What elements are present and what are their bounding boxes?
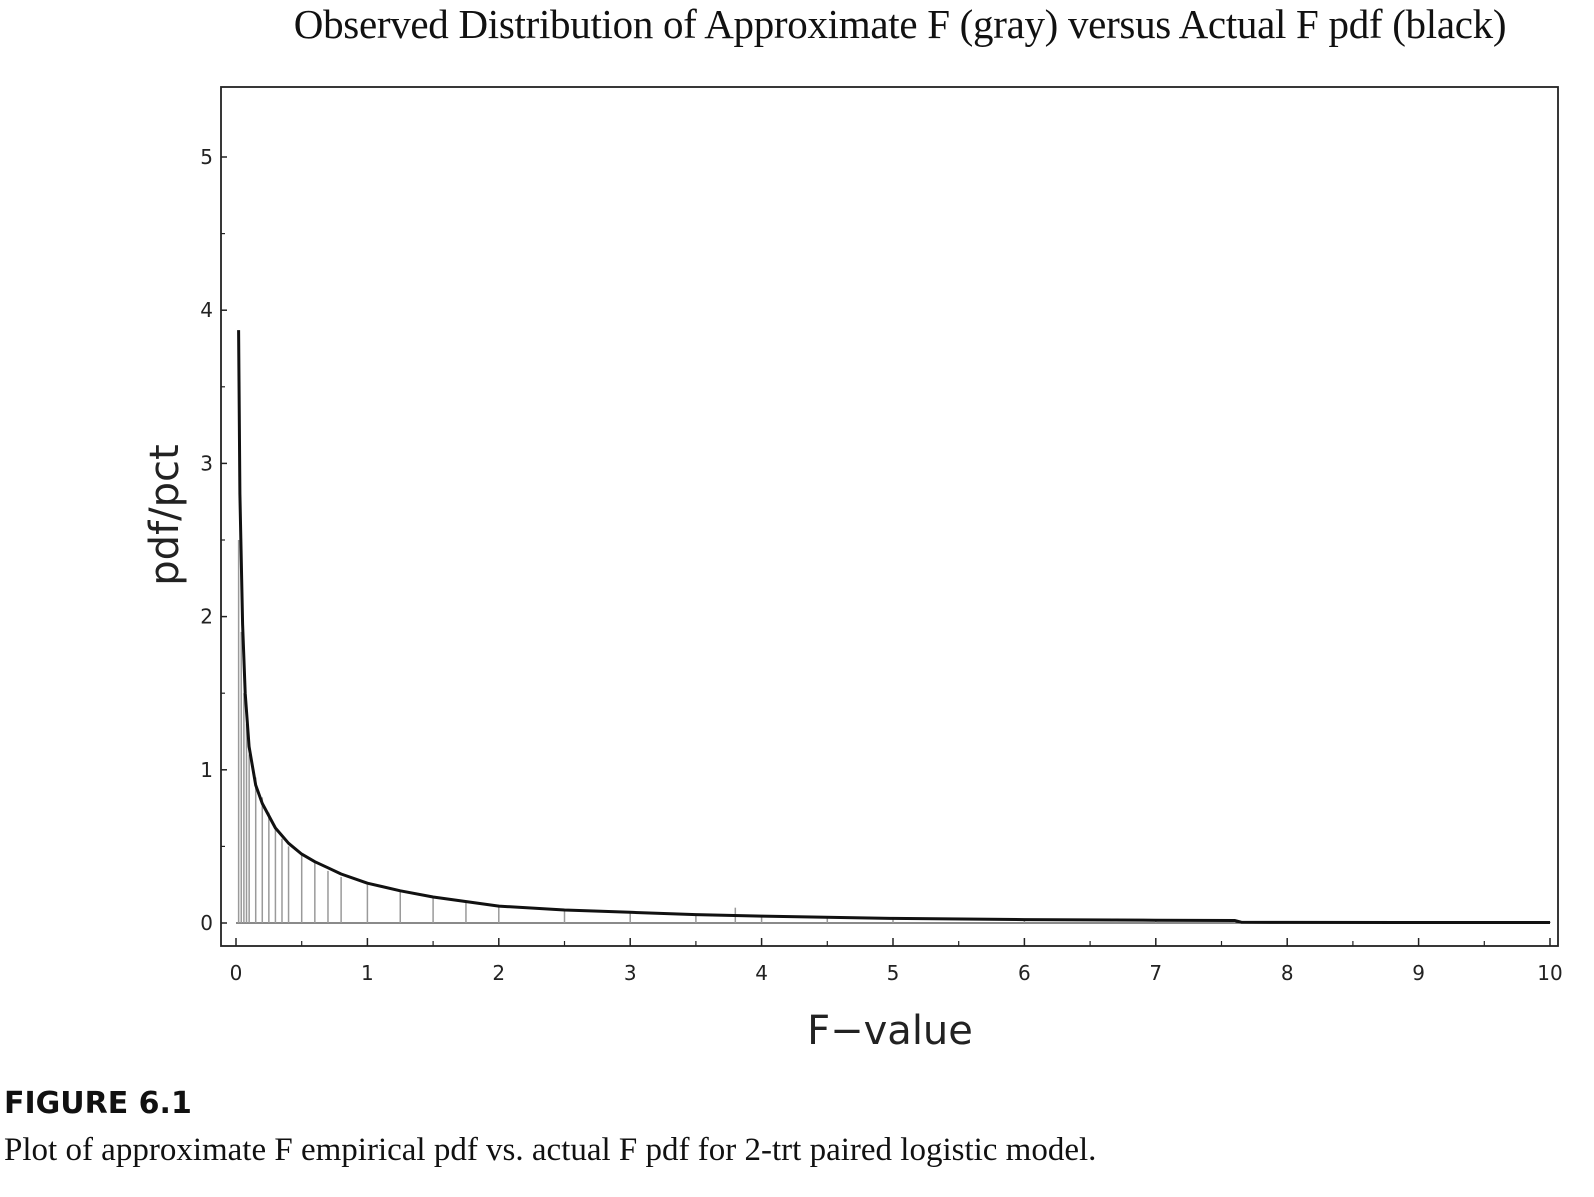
y-axis-title: pdf/pct bbox=[142, 444, 188, 585]
x-tick-label: 7 bbox=[1149, 961, 1162, 985]
plot-frame bbox=[220, 86, 1559, 947]
histogram-bar bbox=[261, 797, 264, 923]
histogram-bar bbox=[268, 812, 270, 923]
histogram-bar bbox=[327, 870, 329, 923]
histogram-bar bbox=[274, 828, 277, 923]
x-tick-label: 4 bbox=[755, 961, 768, 985]
histogram-bar bbox=[629, 912, 631, 923]
x-tick-label: 8 bbox=[1281, 961, 1294, 985]
histogram-bar bbox=[314, 861, 316, 923]
histogram-bar bbox=[245, 723, 248, 923]
y-tick-label: 2 bbox=[200, 605, 213, 629]
histogram-bar bbox=[826, 916, 829, 923]
histogram-bar bbox=[281, 838, 283, 923]
x-tick-label: 9 bbox=[1412, 961, 1425, 985]
figure-caption-text: Plot of approximate F empirical pdf vs. … bbox=[4, 1132, 1097, 1168]
histogram-bar bbox=[892, 917, 894, 923]
histogram-bar bbox=[237, 540, 240, 923]
x-tick-label: 3 bbox=[624, 961, 637, 985]
x-tick-label: 10 bbox=[1537, 961, 1562, 985]
x-tick-label: 6 bbox=[1018, 961, 1031, 985]
histogram-bar bbox=[287, 846, 290, 923]
x-tick-label: 2 bbox=[492, 961, 505, 985]
histogram-bar bbox=[243, 693, 245, 923]
x-tick-label: 1 bbox=[361, 961, 374, 985]
y-tick-label: 4 bbox=[200, 298, 213, 322]
pdf-curve bbox=[237, 330, 1550, 924]
histogram-bar bbox=[300, 854, 303, 923]
x-tick-label: 5 bbox=[887, 961, 900, 985]
histogram-bar bbox=[366, 884, 369, 923]
histogram-bar bbox=[465, 901, 467, 923]
histogram-bar bbox=[432, 896, 434, 923]
histogram-bar bbox=[399, 890, 401, 923]
histogram-bar bbox=[563, 909, 566, 923]
figure-label: FIGURE 6.1 bbox=[4, 1086, 192, 1121]
histogram-bar bbox=[498, 904, 500, 923]
histogram-bar bbox=[248, 754, 250, 923]
y-tick-label: 0 bbox=[200, 911, 213, 935]
f-distribution-chart: 0 1 2 3 4 5 0 1 2 3 4 5 6 7 8 9 10 F−value pdf/pct bbox=[142, 86, 1563, 1054]
x-tick-label: 0 bbox=[230, 961, 243, 985]
histogram-bar bbox=[240, 631, 243, 923]
x-axis-title: F−value bbox=[807, 1008, 973, 1054]
histogram-bar bbox=[340, 877, 342, 923]
histogram-bar bbox=[254, 777, 257, 923]
histogram-bar bbox=[695, 914, 697, 923]
histogram-bar bbox=[760, 916, 763, 923]
chart-title: Observed Distribution of Approximate F (… bbox=[293, 1, 1507, 47]
y-tick-label: 1 bbox=[200, 758, 213, 782]
y-tick-label: 5 bbox=[200, 145, 213, 169]
y-tick-label: 3 bbox=[200, 451, 213, 475]
figure-caption: FIGURE 6.1 Plot of approximate F empiric… bbox=[4, 1084, 1564, 1170]
